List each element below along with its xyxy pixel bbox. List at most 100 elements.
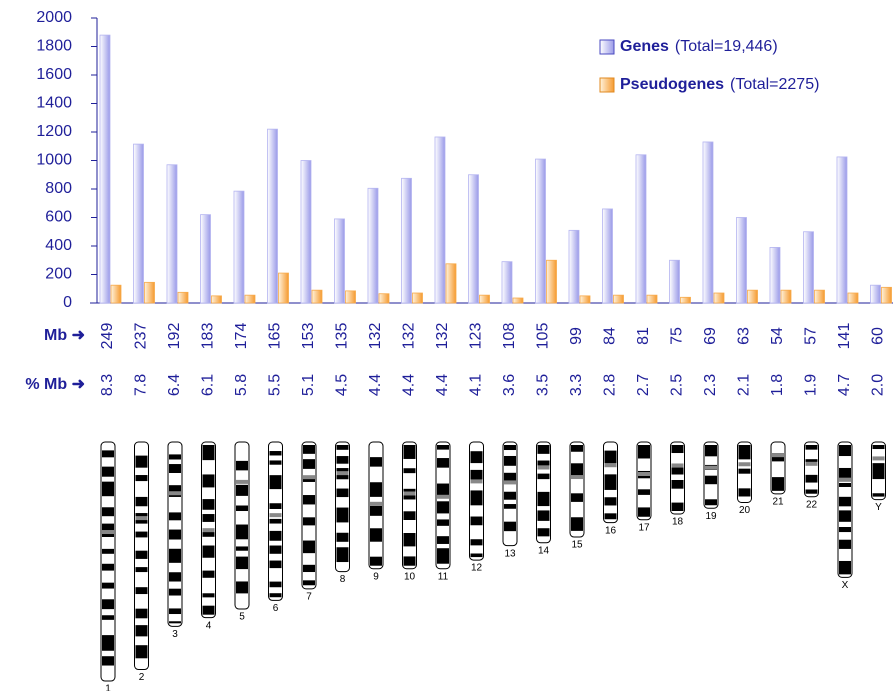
chromosome-label: Y <box>875 502 882 513</box>
bar <box>580 296 590 303</box>
mb-value: 141 <box>836 323 853 350</box>
mb-row-label: Mb ➜ <box>44 327 85 344</box>
chromosome-label: 20 <box>739 505 751 516</box>
band <box>270 531 282 541</box>
pct-mb-value: 4.7 <box>836 374 853 396</box>
band <box>303 541 315 554</box>
band <box>136 532 148 538</box>
bar <box>703 142 713 303</box>
band <box>605 513 617 519</box>
centromere <box>538 465 550 469</box>
band <box>672 480 684 489</box>
legend-name: Genes <box>620 38 669 55</box>
bar <box>647 295 657 303</box>
band <box>672 445 684 453</box>
bar <box>513 298 523 303</box>
band <box>839 445 851 456</box>
band <box>169 572 181 581</box>
chromosome-label: 14 <box>538 545 550 556</box>
mb-value: 75 <box>669 327 686 345</box>
band <box>303 445 315 454</box>
y-tick-label: 1800 <box>36 38 72 55</box>
band <box>437 458 449 468</box>
chromosome <box>302 442 316 589</box>
band <box>270 519 282 524</box>
pct-mb-value: 6.1 <box>200 374 217 396</box>
band <box>538 492 550 506</box>
chromosome-label: 5 <box>239 612 245 623</box>
pct-mb-value: 2.5 <box>669 374 686 396</box>
band <box>605 451 617 464</box>
band <box>270 503 282 509</box>
chromosome <box>470 442 484 560</box>
band <box>705 476 717 485</box>
band <box>839 561 851 574</box>
chromosome <box>403 442 417 569</box>
band <box>839 527 851 532</box>
band <box>303 459 315 469</box>
bar <box>212 296 222 303</box>
band <box>538 474 550 480</box>
mb-value: 81 <box>635 327 652 345</box>
centromere <box>839 478 851 482</box>
band <box>504 492 516 500</box>
chromosome <box>269 442 283 600</box>
pct-mb-value: 2.3 <box>702 374 719 396</box>
bar <box>446 264 456 303</box>
chromosome <box>235 442 249 609</box>
chromosome-label: 4 <box>206 620 212 631</box>
centromere <box>806 462 818 466</box>
band <box>169 608 181 614</box>
band <box>102 450 114 457</box>
legend-name: Pseudogenes <box>620 76 724 93</box>
mb-value: 105 <box>535 323 552 350</box>
chromosome <box>202 442 216 618</box>
band <box>873 445 885 449</box>
pct-mb-value: 1.8 <box>769 374 786 396</box>
band <box>337 547 349 562</box>
band <box>638 489 650 495</box>
band <box>236 485 248 496</box>
band <box>203 474 215 487</box>
pct-mb-value: 3.6 <box>501 374 518 396</box>
band <box>437 445 449 450</box>
band <box>571 517 583 531</box>
band <box>102 635 114 651</box>
chromosome <box>135 442 149 670</box>
band <box>471 553 483 557</box>
bar <box>614 295 624 303</box>
bar <box>178 292 188 303</box>
band <box>136 645 148 658</box>
pct-mb-value: 2.8 <box>602 374 619 396</box>
bar <box>201 215 211 303</box>
bar <box>837 157 847 303</box>
band <box>169 549 181 563</box>
centromere <box>739 462 751 466</box>
band <box>102 599 114 609</box>
band <box>873 493 885 496</box>
bar <box>737 218 747 304</box>
pct-mb-row-label: % Mb ➜ <box>25 376 85 393</box>
band <box>136 456 148 468</box>
centromere <box>236 480 248 484</box>
y-tick-label: 1200 <box>36 123 72 140</box>
band <box>571 445 583 452</box>
band <box>169 530 181 540</box>
chromosome <box>738 442 752 502</box>
chromosome <box>369 442 383 569</box>
band <box>270 451 282 455</box>
band <box>136 475 148 481</box>
band <box>136 625 148 636</box>
mb-value: 57 <box>803 327 820 345</box>
bar <box>379 294 389 303</box>
y-tick-label: 1600 <box>36 66 72 83</box>
pct-mb-value: 4.1 <box>468 374 485 396</box>
band <box>370 457 382 467</box>
band <box>203 514 215 522</box>
band <box>437 536 449 544</box>
chromosome-label: 1 <box>105 684 111 691</box>
bar <box>882 287 892 303</box>
chromosome-label: 15 <box>571 540 583 551</box>
band <box>270 546 282 554</box>
bar <box>536 159 546 303</box>
